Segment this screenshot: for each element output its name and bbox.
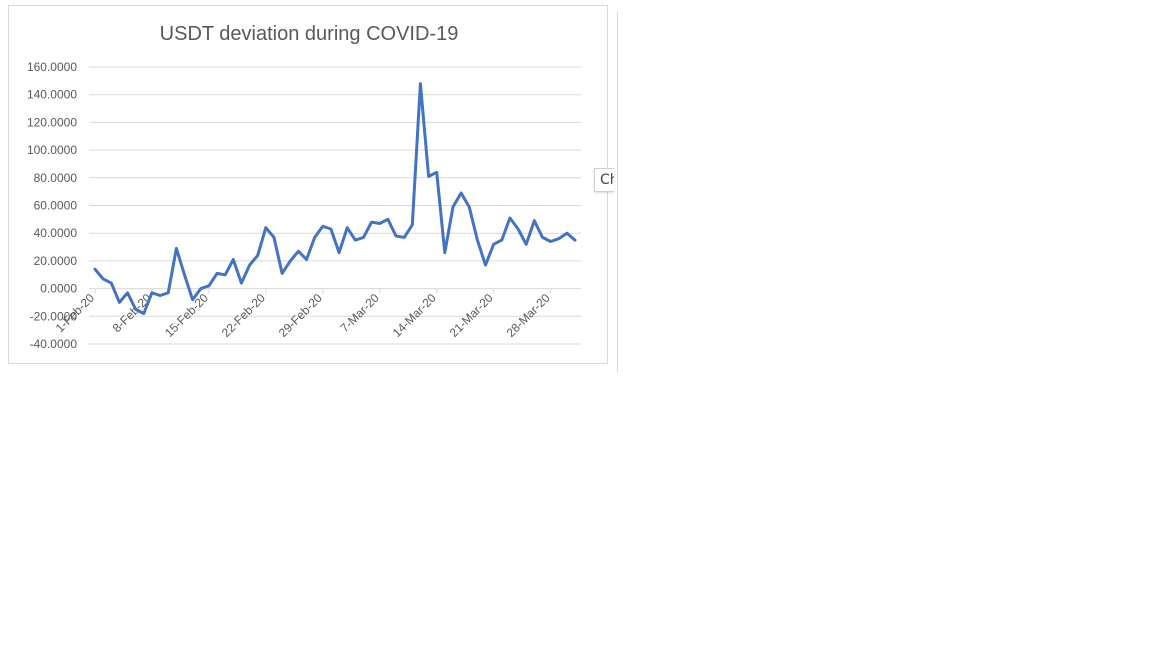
tooltip-tab[interactable]: Ch: [594, 168, 614, 192]
y-tick-label: 60.0000: [34, 199, 78, 213]
y-tick-label: 80.0000: [34, 171, 78, 185]
x-tick-label: 15-Feb-20: [162, 291, 211, 340]
tooltip-label: Ch: [600, 172, 614, 188]
y-tick-label: 40.0000: [34, 226, 78, 240]
series-layer: [93, 82, 577, 315]
y-axis-ticks: -40.0000 -20.0000 0.0000 20.0000 40.0000 60.0…: [27, 60, 77, 351]
chart-container[interactable]: USDT deviation during COVID-19 -40.0000-…: [8, 5, 608, 364]
line-chart: USDT deviation during COVID-19 -40.0000-…: [27, 23, 581, 351]
y-tick-label: -40.0000: [30, 337, 78, 351]
x-tick-label: 22-Feb-20: [219, 291, 268, 340]
series-line: [93, 82, 577, 315]
x-tick-label: 7-Mar-20: [338, 291, 383, 336]
panel-divider: [617, 12, 618, 372]
chart-title: USDT deviation during COVID-19: [160, 23, 459, 45]
x-tick-label: 14-Mar-20: [390, 291, 439, 340]
x-tick-label: 29-Feb-20: [276, 291, 325, 340]
x-tick-label: 21-Mar-20: [447, 291, 496, 340]
y-tick-label: -20.0000: [30, 309, 78, 323]
y-tick-label: 160.0000: [27, 60, 77, 74]
gridlines: [89, 66, 581, 345]
y-tick-label: 20.0000: [34, 254, 78, 268]
y-tick-label: 140.0000: [27, 88, 77, 102]
y-tick-label: 120.0000: [27, 115, 77, 129]
y-tick-label: 0.0000: [40, 282, 77, 296]
y-tick-label: 100.0000: [27, 143, 77, 157]
x-tick-label: 28-Mar-20: [504, 291, 553, 340]
